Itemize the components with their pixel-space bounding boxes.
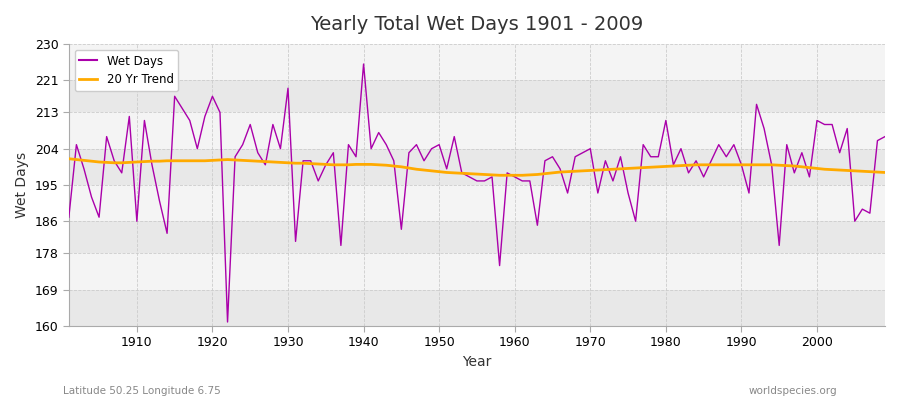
20 Yr Trend xyxy=(63,156,74,161)
Wet Days xyxy=(615,154,626,159)
Bar xyxy=(68,290,885,326)
Line: 20 Yr Trend: 20 Yr Trend xyxy=(68,159,885,175)
Bar xyxy=(68,44,885,80)
20 Yr Trend xyxy=(879,170,890,175)
X-axis label: Year: Year xyxy=(463,355,491,369)
20 Yr Trend xyxy=(608,167,618,172)
Bar xyxy=(68,112,885,149)
Text: worldspecies.org: worldspecies.org xyxy=(749,386,837,396)
Line: Wet Days: Wet Days xyxy=(68,64,885,322)
Y-axis label: Wet Days: Wet Days xyxy=(15,152,29,218)
Wet Days xyxy=(517,178,527,183)
Bar xyxy=(68,185,885,221)
20 Yr Trend xyxy=(290,161,301,166)
Wet Days xyxy=(525,178,535,183)
Bar xyxy=(68,254,885,290)
Bar xyxy=(68,149,885,185)
Wet Days xyxy=(63,215,74,220)
Wet Days xyxy=(222,320,233,324)
Wet Days xyxy=(879,134,890,139)
Wet Days xyxy=(124,114,135,119)
Wet Days xyxy=(298,158,309,163)
20 Yr Trend xyxy=(124,160,135,165)
Bar xyxy=(68,221,885,254)
Title: Yearly Total Wet Days 1901 - 2009: Yearly Total Wet Days 1901 - 2009 xyxy=(310,15,644,34)
20 Yr Trend xyxy=(517,173,527,178)
Wet Days xyxy=(343,142,354,147)
Wet Days xyxy=(358,62,369,66)
Bar xyxy=(68,80,885,112)
20 Yr Trend xyxy=(494,173,505,178)
Text: Latitude 50.25 Longitude 6.75: Latitude 50.25 Longitude 6.75 xyxy=(63,386,220,396)
20 Yr Trend xyxy=(509,173,520,178)
Legend: Wet Days, 20 Yr Trend: Wet Days, 20 Yr Trend xyxy=(75,50,178,91)
20 Yr Trend xyxy=(336,162,346,167)
